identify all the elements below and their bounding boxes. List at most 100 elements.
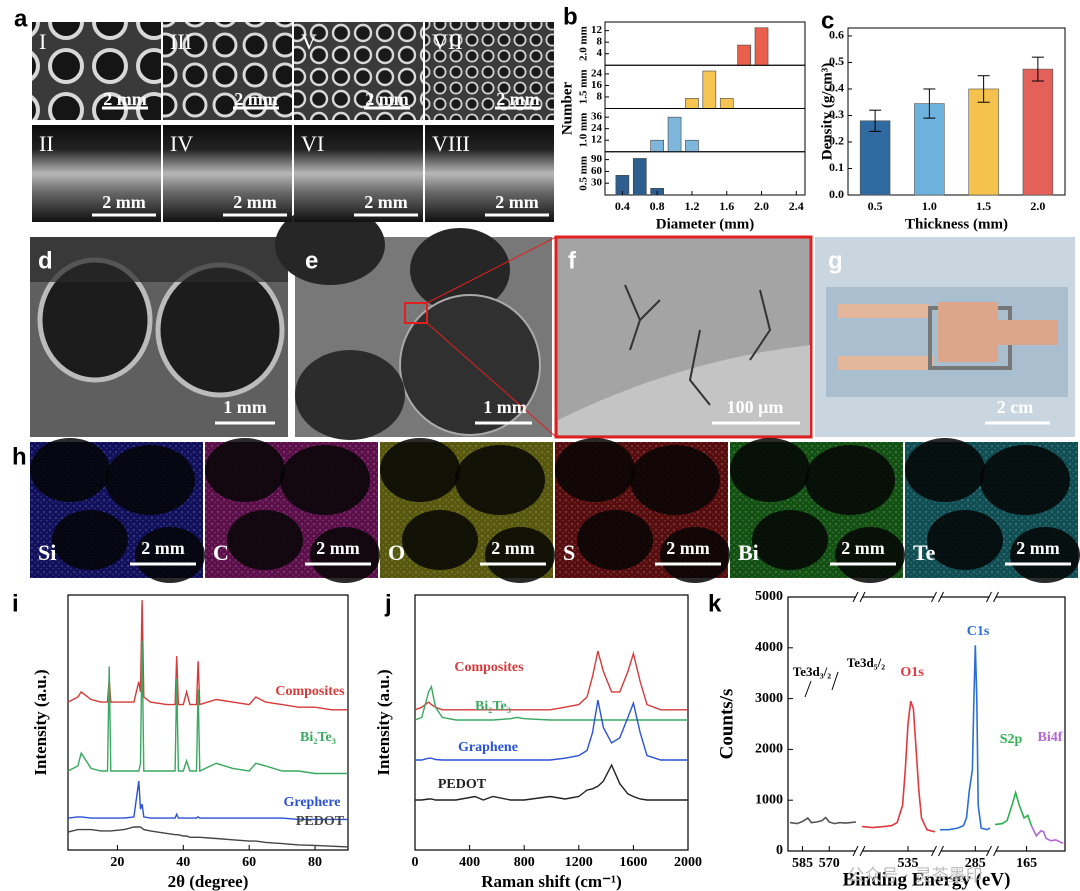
panel-label: g — [828, 247, 843, 274]
y-tick-label: 0 — [776, 843, 783, 858]
peak-annotation: Te3d₃/₂ — [793, 664, 831, 679]
map-pore — [402, 510, 478, 570]
scale-label: 2 mm — [496, 89, 540, 109]
subplot-label: 0.5 mm — [578, 156, 590, 191]
scale-label: 1 mm — [223, 397, 267, 417]
x-tick-label: 1200 — [565, 855, 593, 870]
subplot-frame — [604, 151, 806, 196]
slab-photo — [163, 125, 292, 222]
y-axis-label: Number — [559, 81, 575, 135]
axis-break-gap — [856, 848, 862, 854]
x-axis-label: Binding Energy (eV) — [843, 869, 1011, 890]
axis-break — [852, 845, 859, 857]
x-tick-label: 2.0 — [1030, 199, 1045, 213]
bar — [632, 158, 647, 196]
y-tick-label: 24 — [591, 67, 603, 79]
map-pore — [555, 438, 635, 502]
zoom-box — [404, 302, 428, 324]
y-tick-label: 0.2 — [829, 134, 844, 148]
y-tick-label: 4 — [597, 47, 603, 59]
x-axis-label: Raman shift (cm⁻¹) — [481, 872, 622, 891]
map-pore — [455, 445, 545, 515]
axis-break — [993, 591, 999, 603]
bar — [754, 27, 769, 66]
scale-label: 2 mm — [495, 192, 539, 212]
photo-label: III — [170, 29, 192, 54]
map-element: O — [388, 540, 405, 565]
peak-annotation: Te3d₅/₂ — [847, 655, 885, 670]
scale-label: 2 mm — [364, 192, 408, 212]
subplot-label: 2.0 mm — [578, 26, 590, 61]
bar — [685, 98, 699, 109]
spectrum-line — [1030, 825, 1064, 845]
pore — [275, 205, 385, 285]
axis-break — [859, 845, 866, 857]
y-tick-label: 0.3 — [829, 107, 844, 121]
series-label: PEDOT — [438, 777, 487, 792]
subplot-label: 1.5 mm — [578, 69, 590, 104]
pore — [295, 350, 405, 440]
map-element: C — [213, 540, 229, 565]
y-tick-label: 16 — [591, 79, 603, 91]
panel-label: a — [14, 5, 28, 32]
series-label: Composites — [454, 660, 524, 675]
series-label: Bi₂Te₃ — [300, 730, 336, 745]
spectrum-line — [415, 763, 688, 801]
x-axis-label: Thickness (mm) — [905, 216, 1008, 232]
y-tick-label: 0.6 — [829, 28, 844, 42]
series-label: Grephere — [283, 795, 340, 810]
x-tick-label: 0 — [412, 855, 419, 870]
map-pore — [205, 438, 285, 502]
map-element: S — [563, 540, 575, 565]
y-axis-label: Density (g/cm³) — [819, 63, 835, 160]
photo-label: I — [39, 29, 46, 54]
bar — [685, 139, 699, 153]
photo-label: VII — [432, 29, 463, 54]
y-tick-label: 36 — [591, 111, 603, 123]
bar — [859, 120, 891, 196]
spectrum-line — [415, 699, 688, 761]
panel-label: c — [821, 7, 834, 34]
map-element: Si — [38, 540, 56, 565]
photo-label: V — [301, 29, 317, 54]
scale-label: 2 mm — [141, 538, 185, 558]
scale-label: 2 mm — [233, 192, 277, 212]
axis-break-gap — [989, 594, 996, 600]
annotation-pointer — [831, 671, 839, 691]
x-tick-label: 80 — [308, 855, 322, 870]
y-axis-label: Counts/s — [716, 689, 737, 760]
foam-photo — [425, 22, 554, 120]
x-tick-label: 1600 — [619, 855, 647, 870]
map-pore — [980, 445, 1070, 515]
axis-break — [931, 845, 937, 857]
y-axis-label: Intensity (a.u.) — [374, 669, 393, 775]
foam-photo — [32, 22, 161, 120]
panel-label: e — [305, 247, 318, 274]
scale-label: 2 mm — [841, 538, 885, 558]
slab-photo — [294, 125, 423, 222]
x-tick-label: 0.5 — [868, 199, 883, 213]
scale-label: 2 cm — [997, 397, 1033, 417]
x-tick-label: 800 — [514, 855, 535, 870]
photo-label: VIII — [432, 131, 470, 156]
spectrum-line — [861, 700, 936, 833]
bar — [667, 116, 682, 153]
plot-frame — [414, 594, 689, 851]
y-tick-label: 8 — [597, 36, 603, 48]
x-tick-label: 570 — [819, 856, 840, 871]
panel-label: j — [384, 590, 392, 617]
x-axis-label: Diameter (mm) — [656, 216, 754, 232]
bar — [650, 139, 664, 153]
y-tick-label: 12 — [591, 24, 603, 36]
x-tick-label: 40 — [176, 855, 190, 870]
peak-label: C1s — [967, 624, 990, 639]
map-pore — [660, 527, 730, 583]
scale-label: 2 mm — [234, 89, 278, 109]
axis-break — [938, 845, 944, 857]
map-pore — [835, 527, 905, 583]
subplot-frame — [604, 21, 806, 66]
x-axis-label: 2θ (degree) — [168, 872, 249, 891]
x-tick-label: 1.2 — [684, 199, 699, 213]
axis-break-gap — [989, 848, 996, 854]
y-tick-label: 1000 — [755, 792, 783, 807]
